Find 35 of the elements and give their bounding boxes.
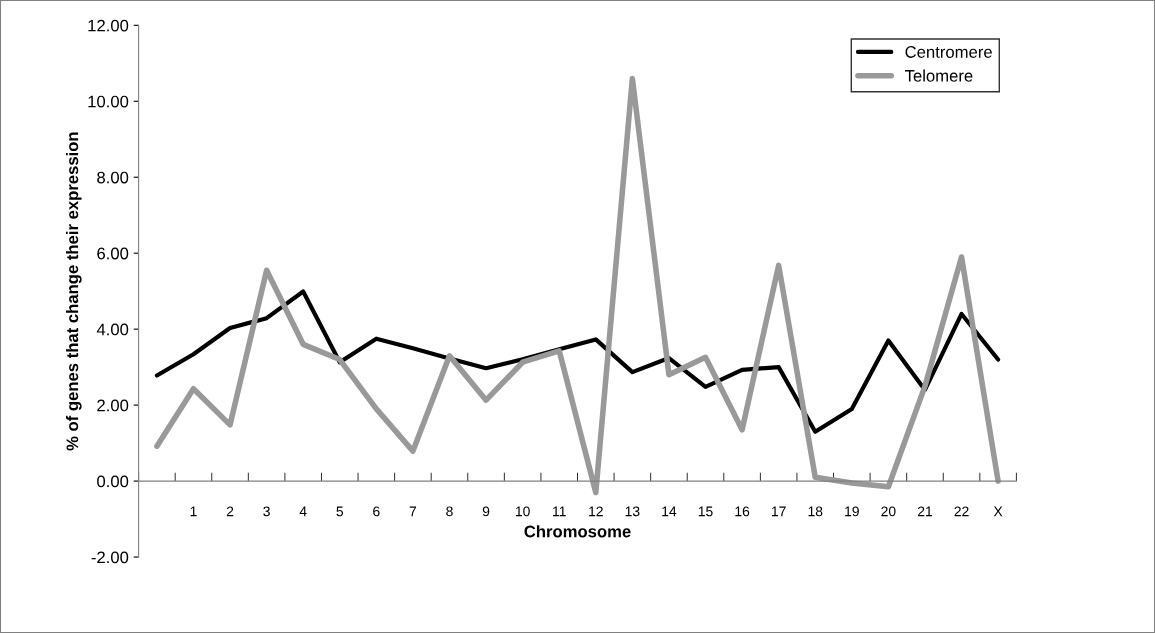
y-axis-title: % of genes that change their expression [66,132,82,451]
y-tick-label: 4.00 [96,323,129,336]
y-tick-label: -2.00 [91,551,129,564]
x-tick-label: 21 [917,506,933,517]
x-tick-label: 13 [625,506,640,517]
x-tick-label: 9 [482,506,490,517]
x-tick-label: X [993,506,1003,517]
x-tick-label: 22 [954,506,969,517]
y-tick-label: 12.00 [88,19,129,32]
x-axis-title: Chromosome [524,525,631,538]
x-tick-label: 5 [336,506,344,517]
x-tick-label: 2 [226,506,234,517]
x-tick-label: 6 [373,506,380,517]
x-tick-label: 8 [446,506,453,517]
legend-label: Centromere [905,46,992,58]
x-tick-label: 4 [299,506,307,517]
x-tick-label: 7 [409,506,417,517]
x-tick-label: 12 [589,506,603,517]
y-tick-label: 0.00 [97,475,129,488]
x-tick-label: 20 [881,506,896,517]
x-tick-label: 3 [263,506,270,517]
y-tick-label: 2.00 [97,399,129,412]
x-tick-label: 14 [662,506,677,517]
x-tick-label: 19 [845,506,859,517]
y-tick-label: 6.00 [97,247,129,260]
x-tick-label: 17 [772,506,786,517]
x-tick-label: 11 [553,506,566,517]
x-tick-label: 16 [735,506,750,517]
x-tick-label: 10 [515,506,530,517]
y-tick-label: 10.00 [88,95,129,108]
x-tick-label: 15 [698,506,713,517]
x-tick-label: 18 [808,506,823,517]
x-tick-label: 1 [190,506,197,517]
y-tick-label: 8.00 [97,171,129,184]
legend-label: Telomere [905,69,973,82]
